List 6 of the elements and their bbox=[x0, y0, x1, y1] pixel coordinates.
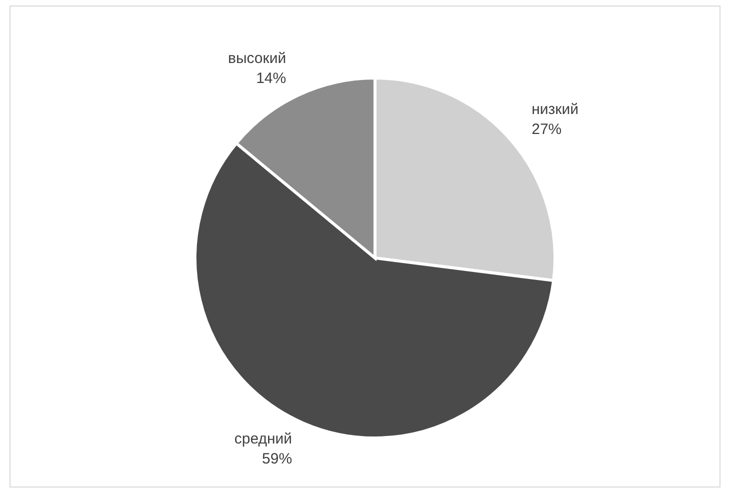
data-label: 14% bbox=[256, 70, 286, 88]
slice-label: низкий bbox=[532, 100, 578, 118]
slice-label: высокий bbox=[228, 50, 286, 68]
data-label: 59% bbox=[262, 450, 292, 468]
slice-label: средний bbox=[234, 430, 292, 448]
data-label: 27% bbox=[532, 120, 562, 138]
